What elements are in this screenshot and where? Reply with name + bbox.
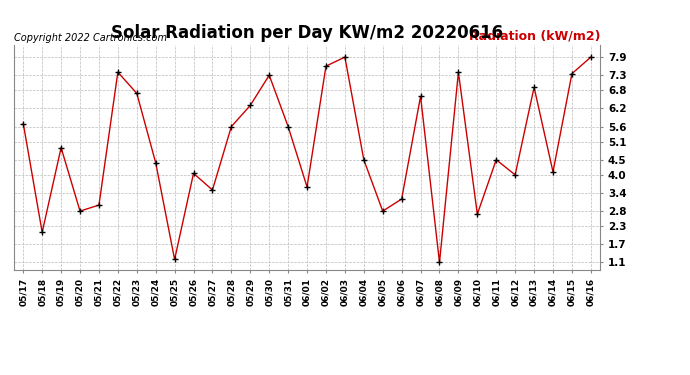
Title: Solar Radiation per Day KW/m2 20220616: Solar Radiation per Day KW/m2 20220616 [111,24,503,42]
Text: Radiation (kW/m2): Radiation (kW/m2) [469,30,600,43]
Text: Copyright 2022 Cartronics.com: Copyright 2022 Cartronics.com [14,33,167,43]
